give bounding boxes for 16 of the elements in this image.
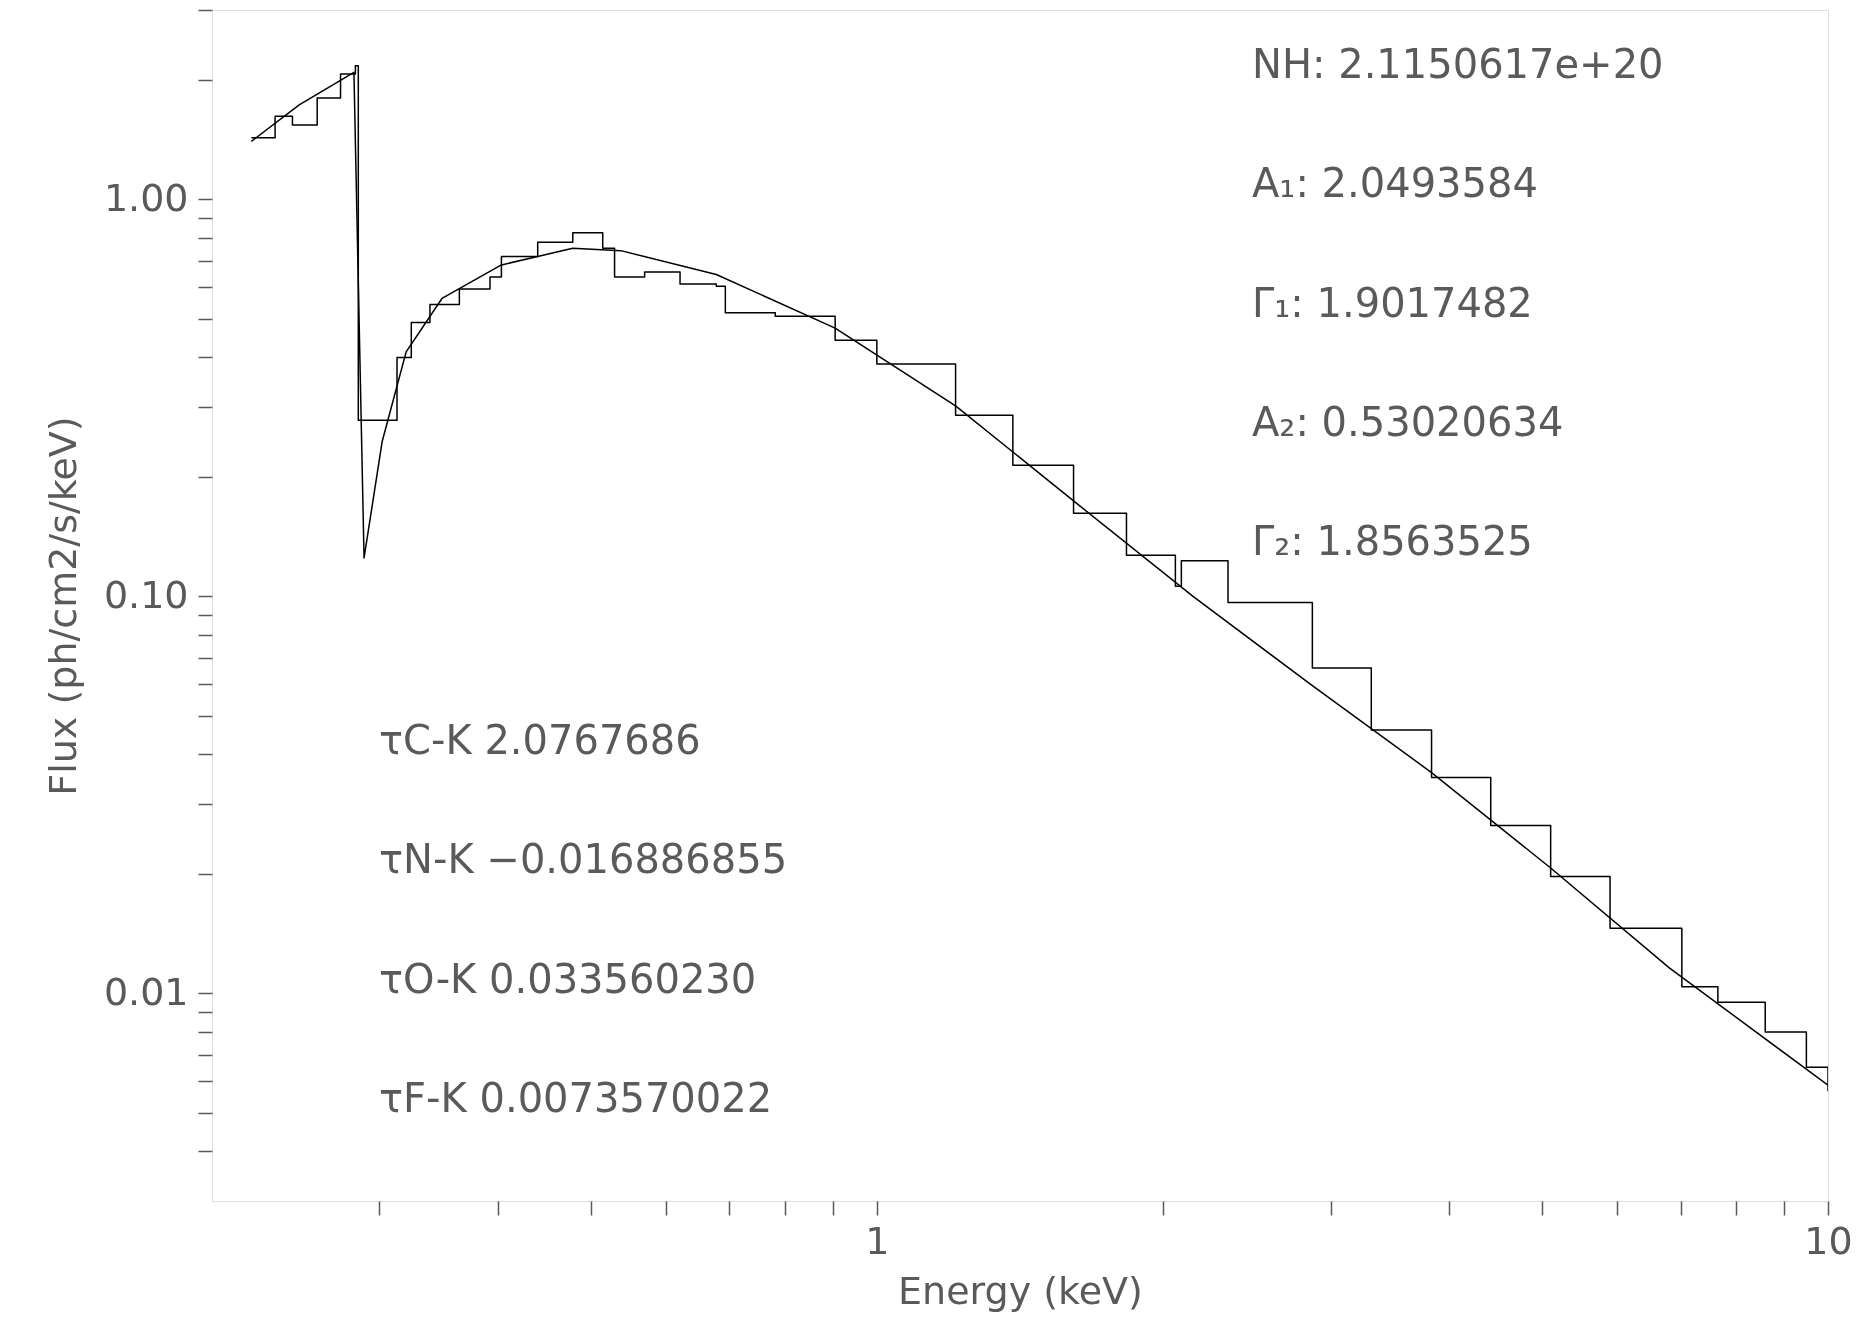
annotation: NH: 2.1150617e+20 xyxy=(1252,41,1664,87)
annotation: Γ₂: 1.8563525 xyxy=(1252,518,1533,565)
annotation: A₁: 2.0493584 xyxy=(1252,160,1538,207)
y-tick-label: 1.00 xyxy=(103,175,189,220)
annotation: τO-K 0.033560230 xyxy=(379,955,757,1002)
y-tick-label: 0.01 xyxy=(103,969,189,1014)
annotation: A₂: 0.53020634 xyxy=(1252,398,1564,445)
x-tick-label: 1 xyxy=(865,1218,890,1263)
y-tick-label: 0.10 xyxy=(103,572,189,617)
annotation: τN-K −0.016886855 xyxy=(379,836,788,883)
annotation: Γ₁: 1.9017482 xyxy=(1252,279,1533,326)
annotation: τC-K 2.0767686 xyxy=(379,717,701,763)
x-tick-label: 10 xyxy=(1804,1218,1853,1263)
x-axis-title: Energy (keV) xyxy=(898,1268,1143,1313)
y-axis-title: Flux (ph/cm2/s/keV) xyxy=(40,416,85,796)
annotation: τF-K 0.0073570022 xyxy=(379,1074,773,1121)
